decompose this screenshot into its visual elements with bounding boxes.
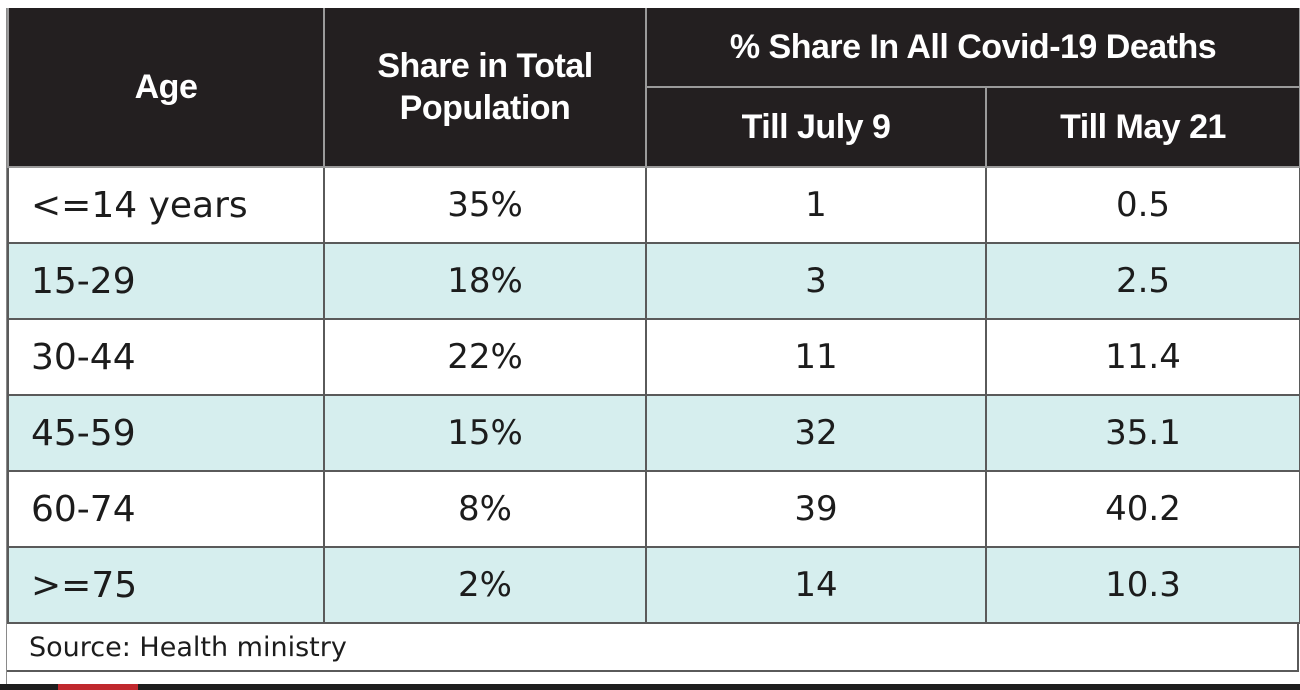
table-row: <=14 years 35% 1 0.5 [7,166,1300,244]
header-covid-group: % Share In All Covid-19 Deaths [644,8,1300,88]
cell-till-may: 2.5 [984,242,1300,320]
cell-till-july: 1 [645,166,987,244]
cell-till-may: 35.1 [984,394,1300,472]
cell-age: <=14 years [7,166,325,244]
cell-share: 2% [323,546,647,624]
table-body: <=14 years 35% 1 0.5 15-29 18% 3 2.5 30-44 22% 11 1… [7,166,1300,624]
cell-age: 15-29 [7,242,325,320]
cell-till-july: 14 [645,546,987,624]
table-row: 60-74 8% 39 40.2 [7,470,1300,548]
cell-till-july: 3 [645,242,987,320]
table-row: 30-44 22% 11 11.4 [7,318,1300,396]
cell-share: 8% [323,470,647,548]
cell-till-july: 32 [645,394,987,472]
cell-till-may: 0.5 [984,166,1300,244]
cell-share: 22% [323,318,647,396]
cell-age: 60-74 [7,470,325,548]
table-row: >=75 2% 14 10.3 [7,546,1300,624]
cell-share: 18% [323,242,647,320]
cell-till-july: 11 [645,318,987,396]
cell-till-may: 11.4 [984,318,1300,396]
data-table-panel: Age Share in Total Population % Share In… [6,8,1300,684]
cell-till-july: 39 [645,470,987,548]
cell-age: >=75 [7,546,325,624]
header-till-may: Till May 21 [984,87,1300,168]
source-note: Source: Health ministry [7,624,1299,672]
cell-till-may: 10.3 [984,546,1300,624]
cell-till-may: 40.2 [984,470,1300,548]
header-till-july: Till July 9 [645,87,987,168]
bottom-strip [0,684,1300,690]
covid-deaths-table: Age Share in Total Population % Share In… [7,8,1300,624]
bottom-strip-accent [58,684,138,690]
cell-share: 15% [323,394,647,472]
table-row: 45-59 15% 32 35.1 [7,394,1300,472]
header-age: Age [7,8,325,168]
cell-age: 45-59 [7,394,325,472]
cell-age: 30-44 [7,318,325,396]
header-share-total: Share in Total Population [323,8,647,168]
table-row: 15-29 18% 3 2.5 [7,242,1300,320]
cell-share: 35% [323,166,647,244]
